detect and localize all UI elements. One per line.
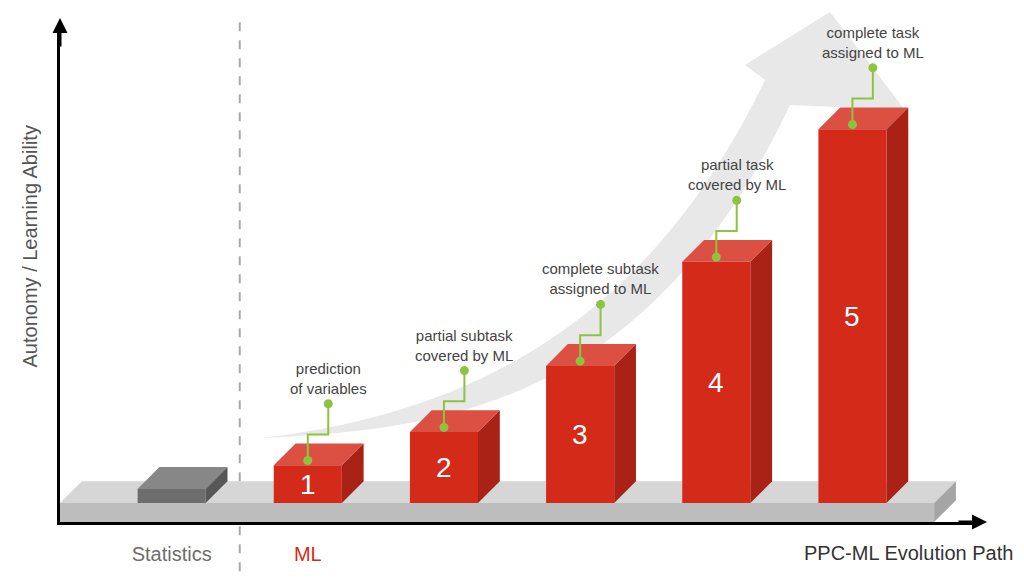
svg-text:Autonomy / Learning Ability: Autonomy / Learning Ability [19, 125, 41, 367]
svg-text:PPC-ML Evolution Path: PPC-ML Evolution Path [804, 542, 1013, 564]
svg-text:4: 4 [708, 367, 724, 398]
svg-text:1: 1 [300, 469, 316, 500]
svg-text:2: 2 [436, 452, 452, 483]
svg-text:3: 3 [572, 419, 588, 450]
svg-text:ML: ML [294, 543, 322, 565]
svg-text:Statistics: Statistics [132, 543, 212, 565]
svg-text:partial subtaskcovered by ML: partial subtaskcovered by ML [415, 327, 513, 364]
svg-text:5: 5 [844, 301, 860, 332]
svg-text:partial taskcovered by ML: partial taskcovered by ML [688, 156, 786, 193]
svg-text:predictionof variables: predictionof variables [290, 360, 367, 397]
svg-text:complete taskassigned to ML: complete taskassigned to ML [822, 24, 924, 61]
svg-text:complete subtaskassigned to ML: complete subtaskassigned to ML [542, 260, 659, 297]
